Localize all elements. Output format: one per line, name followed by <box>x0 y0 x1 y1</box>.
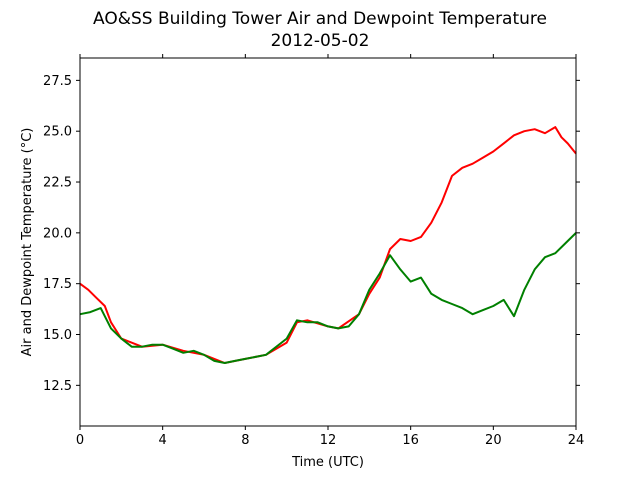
y-tick-label: 22.5 <box>43 176 72 191</box>
series-line-0 <box>79 126 577 364</box>
x-tick-label: 12 <box>320 433 337 448</box>
y-tick-label: 12.5 <box>43 379 72 394</box>
axis-ticks: 0 4 8 12 16 20 24 12.5 15.0 17.5 20.0 22.5 25.0 27.5 <box>43 54 584 448</box>
plot-lines <box>79 126 577 364</box>
series-line-1 <box>79 232 577 364</box>
plot-frame <box>79 57 577 427</box>
x-tick-label: 8 <box>241 433 249 448</box>
y-axis-label: Air and Dewpoint Temperature (°C) <box>20 128 35 357</box>
y-tick-label: 17.5 <box>43 277 72 292</box>
x-tick-label: 24 <box>568 433 585 448</box>
chart-title: AO&SS Building Tower Air and Dewpoint Te… <box>93 9 547 29</box>
chart-subtitle: 2012-05-02 <box>271 31 370 51</box>
y-tick-label: 20.0 <box>43 226 72 241</box>
x-tick-label: 4 <box>159 433 167 448</box>
x-axis-label: Time (UTC) <box>291 455 364 470</box>
x-tick-label: 16 <box>402 433 419 448</box>
y-tick-label: 25.0 <box>43 125 72 140</box>
y-tick-label: 27.5 <box>43 74 72 89</box>
y-tick-label: 15.0 <box>43 328 72 343</box>
x-tick-label: 20 <box>485 433 502 448</box>
x-tick-label: 0 <box>76 433 84 448</box>
